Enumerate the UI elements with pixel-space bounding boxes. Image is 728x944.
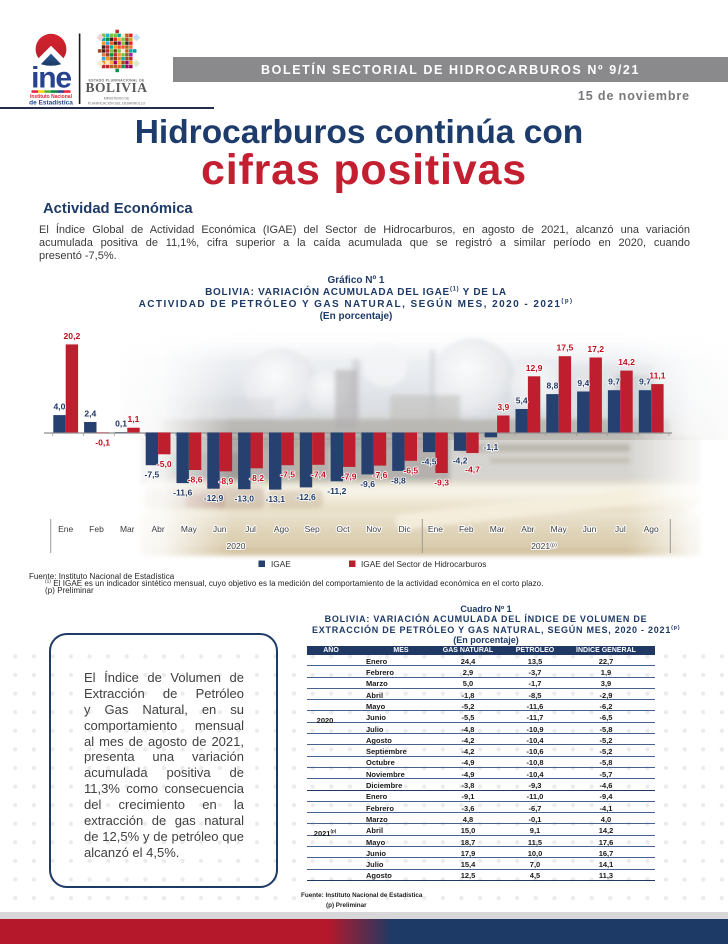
- svg-text:Jul: Jul: [245, 524, 256, 534]
- svg-text:2020: 2020: [227, 541, 246, 551]
- svg-text:0,1: 0,1: [115, 419, 127, 429]
- svg-text:-0,1: -0,1: [95, 437, 110, 447]
- svg-text:BOLIVIA: BOLIVIA: [85, 80, 147, 95]
- svg-text:Ene: Ene: [428, 524, 443, 534]
- svg-text:Feb: Feb: [89, 524, 104, 534]
- svg-text:4,0: 4,0: [54, 402, 66, 412]
- svg-text:-7,5: -7,5: [280, 470, 295, 480]
- svg-text:-12,6: -12,6: [296, 492, 316, 502]
- svg-text:12,9: 12,9: [526, 363, 543, 373]
- svg-text:-11,2: -11,2: [327, 486, 346, 496]
- svg-text:de Estadística: de Estadística: [29, 100, 73, 107]
- svg-text:Abr: Abr: [151, 524, 164, 534]
- svg-text:Jul: Jul: [615, 524, 626, 534]
- svg-text:17,2: 17,2: [587, 344, 604, 354]
- svg-text:-13,1: -13,1: [265, 494, 285, 504]
- svg-text:ine: ine: [31, 62, 71, 95]
- svg-text:Ago: Ago: [644, 524, 659, 534]
- svg-text:Dic: Dic: [398, 524, 411, 534]
- svg-text:9,7: 9,7: [639, 377, 651, 387]
- svg-text:3,9: 3,9: [497, 402, 509, 412]
- svg-text:May: May: [551, 524, 568, 534]
- svg-text:5,4: 5,4: [516, 396, 528, 406]
- svg-text:-9,6: -9,6: [360, 479, 375, 489]
- svg-text:8,8: 8,8: [547, 381, 559, 391]
- svg-text:Instituto Nacional: Instituto Nacional: [30, 94, 73, 100]
- svg-text:11,1: 11,1: [649, 371, 665, 381]
- svg-text:-11,6: -11,6: [173, 488, 192, 498]
- svg-text:-7,9: -7,9: [342, 471, 357, 481]
- svg-text:Feb: Feb: [459, 524, 474, 534]
- svg-text:Sep: Sep: [305, 524, 320, 534]
- svg-text:17,5: 17,5: [557, 343, 574, 353]
- svg-text:-8,8: -8,8: [391, 475, 406, 485]
- svg-text:-9,3: -9,3: [434, 478, 449, 488]
- svg-text:1,1: 1,1: [128, 414, 140, 424]
- svg-text:-7,5: -7,5: [144, 470, 159, 480]
- svg-text:Abr: Abr: [521, 524, 534, 534]
- svg-text:-6,5: -6,5: [403, 465, 418, 475]
- svg-text:-8,9: -8,9: [218, 476, 233, 486]
- svg-text:-12,9: -12,9: [204, 493, 224, 503]
- svg-text:-7,4: -7,4: [311, 469, 326, 479]
- svg-text:Mar: Mar: [490, 524, 505, 534]
- svg-text:May: May: [181, 524, 198, 534]
- svg-text:-8,2: -8,2: [249, 473, 264, 483]
- svg-text:-4,7: -4,7: [465, 465, 480, 475]
- svg-text:MINISTERIO DE: MINISTERIO DE: [104, 97, 130, 101]
- svg-text:Ago: Ago: [274, 524, 289, 534]
- svg-text:Jun: Jun: [583, 524, 597, 534]
- svg-text:2,4: 2,4: [84, 409, 96, 419]
- svg-text:-1,1: -1,1: [483, 442, 498, 452]
- svg-text:Nov: Nov: [366, 524, 382, 534]
- svg-text:9,4: 9,4: [577, 378, 589, 388]
- svg-text:PLANIFICACIÓN DEL DESARROLLO: PLANIFICACIÓN DEL DESARROLLO: [88, 101, 146, 106]
- svg-text:-13,0: -13,0: [235, 494, 255, 504]
- svg-text:IGAE del Sector de Hidrocarbur: IGAE del Sector de Hidrocarburos: [361, 559, 486, 569]
- svg-text:IGAE: IGAE: [271, 559, 291, 569]
- svg-text:ESTADO PLURINACIONAL DE: ESTADO PLURINACIONAL DE: [89, 79, 145, 83]
- svg-text:-5,0: -5,0: [157, 459, 172, 469]
- svg-text:Mar: Mar: [120, 524, 135, 534]
- svg-text:20,2: 20,2: [64, 331, 81, 341]
- svg-text:-8,6: -8,6: [188, 475, 203, 485]
- svg-text:-7,6: -7,6: [373, 470, 388, 480]
- svg-text:9,7: 9,7: [608, 377, 620, 387]
- svg-text:Ene: Ene: [58, 524, 73, 534]
- svg-text:Jun: Jun: [213, 524, 227, 534]
- svg-text:-4,2: -4,2: [453, 455, 468, 465]
- svg-text:14,2: 14,2: [618, 357, 635, 367]
- svg-text:Oct: Oct: [336, 524, 350, 534]
- svg-text:-4,5: -4,5: [422, 457, 437, 467]
